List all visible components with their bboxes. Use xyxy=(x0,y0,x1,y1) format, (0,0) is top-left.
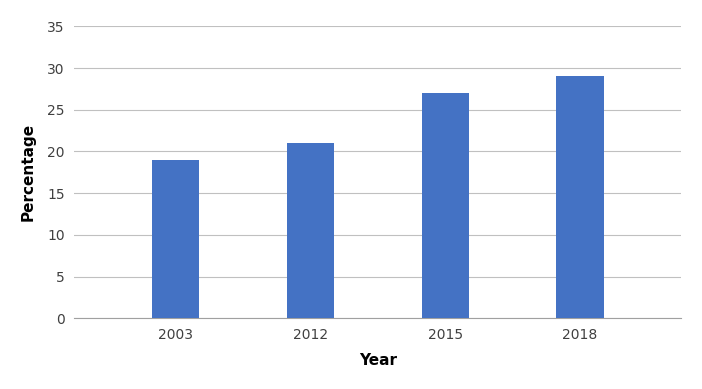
Bar xyxy=(422,93,469,318)
Y-axis label: Percentage: Percentage xyxy=(21,123,36,221)
X-axis label: Year: Year xyxy=(359,353,397,368)
Bar xyxy=(286,143,334,318)
Bar xyxy=(557,75,604,318)
Bar xyxy=(152,160,199,318)
